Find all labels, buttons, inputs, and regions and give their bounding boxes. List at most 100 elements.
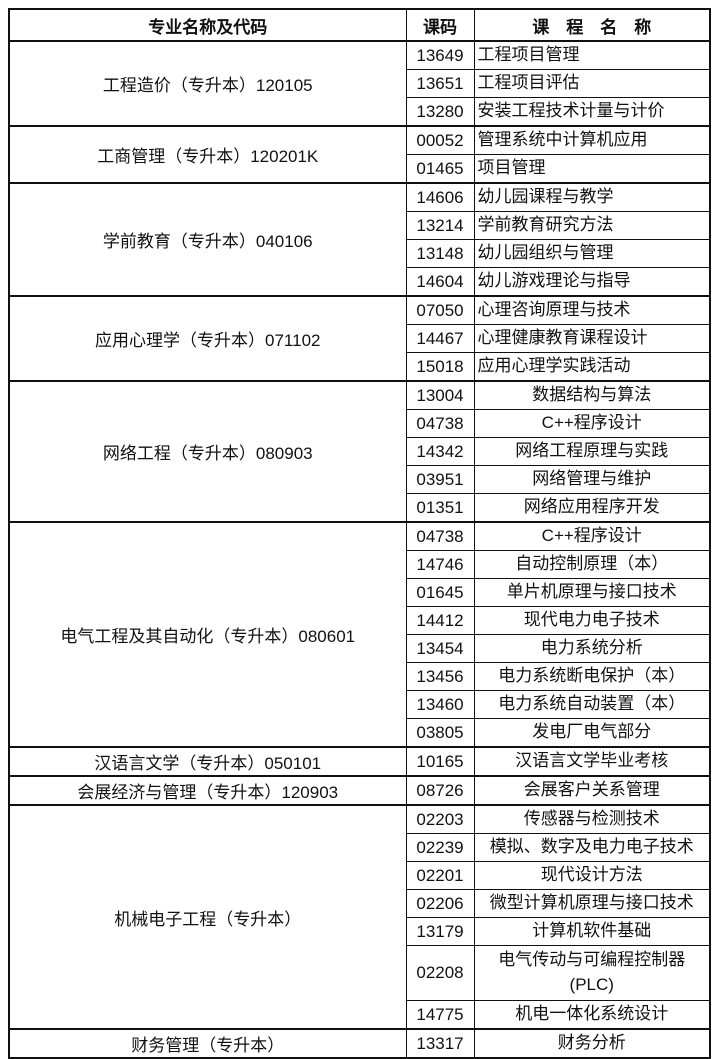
table-row: 02206 微型计算机原理与接口技术 [9,889,711,918]
code-cell: 02239 [405,833,475,862]
course-cell: 幼儿园组织与管理 [473,239,711,268]
course-cell: 电气传动与可编程控制器 (PLC) [473,945,711,1001]
table-row: 电气工程及其自动化（专升本）080601 04738 C++程序设计 [8,521,711,748]
code-cell: 08726 [405,775,475,806]
code-cell: 15018 [405,352,475,382]
course-cell: 管理系统中计算机应用 [473,125,711,155]
table-row: 应用心理学（专升本）071102 07050 心理咨询原理与技术 [8,295,711,382]
code-cell: 02208 [405,945,475,1001]
table-row: 13214 学前教育研究方法 [9,211,711,240]
course-cell: 会展客户关系管理 [473,775,711,806]
table-row: 14746 自动控制原理（本） [9,550,711,579]
table-row: 13179 计算机软件基础 [9,917,711,946]
major-cell: 工程造价（专升本）120105 [8,40,407,127]
major-cell: 电气工程及其自动化（专升本）080601 [8,521,407,748]
table-row: 01465 项目管理 [9,154,711,184]
code-cell: 14775 [405,1000,475,1030]
code-cell: 14342 [405,437,475,466]
document-page: 专业名称及代码 课码 课 程 名 称 工程造价（专升本）120105 13649… [8,8,711,1059]
course-cell: 电力系统分析 [473,634,711,663]
major-cell: 应用心理学（专升本）071102 [8,295,407,382]
course-cell: 传感器与检测技术 [473,804,711,834]
code-cell: 14412 [405,606,475,635]
code-cell: 13651 [405,69,475,98]
table-row: 14604 幼儿游戏理论与指导 [9,267,711,297]
code-cell: 07050 [405,295,475,325]
header-major: 专业名称及代码 [8,8,407,42]
course-cell: 电力系统自动装置（本） [473,690,711,719]
code-cell: 13649 [405,40,475,70]
major-cell: 财务管理（专升本） [8,1028,407,1059]
code-cell: 04738 [405,521,475,551]
code-cell: 13280 [405,97,475,127]
code-cell: 03805 [405,718,475,748]
course-cell: 安装工程技术计量与计价 [473,97,711,127]
header-code: 课码 [405,8,475,42]
course-cell: 网络应用程序开发 [473,493,711,523]
course-cell: 幼儿园课程与教学 [473,182,711,212]
code-cell: 02203 [405,804,475,834]
major-cell: 网络工程（专升本）080903 [8,380,407,523]
course-cell: 心理健康教育课程设计 [473,324,711,353]
major-cell: 汉语言文学（专升本）050101 [8,746,407,777]
code-cell: 01351 [405,493,475,523]
course-cell: 财务分析 [473,1028,711,1059]
table-row: 13148 幼儿园组织与管理 [9,239,711,268]
course-cell: 工程项目管理 [473,40,711,70]
header-row: 专业名称及代码 课码 课 程 名 称 [8,8,711,42]
table-row: 13456 电力系统断电保护（本） [9,662,711,691]
code-cell: 14606 [405,182,475,212]
course-cell: C++程序设计 [473,521,711,551]
code-cell: 02206 [405,889,475,918]
table-row: 01645 单片机原理与接口技术 [9,578,711,607]
table-row: 01351 网络应用程序开发 [9,493,711,523]
table-row: 网络工程（专升本）080903 13004 数据结构与算法 [8,380,711,523]
code-cell: 13460 [405,690,475,719]
code-cell: 14604 [405,267,475,297]
header-course: 课 程 名 称 [473,8,711,42]
code-cell: 14746 [405,550,475,579]
table-row: 03951 网络管理与维护 [9,465,711,494]
table-row: 13454 电力系统分析 [9,634,711,663]
table-row: 机械电子工程（专升本） 02203 传感器与检测技术 [8,804,711,1030]
code-cell: 02201 [405,861,475,890]
course-cell: 学前教育研究方法 [473,211,711,240]
major-cell: 会展经济与管理（专升本）120903 [8,775,407,806]
code-cell: 13317 [405,1028,475,1059]
table-row: 14412 现代电力电子技术 [9,606,711,635]
code-cell: 00052 [405,125,475,155]
course-cell: 微型计算机原理与接口技术 [473,889,711,918]
table-row: 学前教育（专升本）040106 14606 幼儿园课程与教学 [8,182,711,297]
code-cell: 13004 [405,380,475,410]
code-cell: 13179 [405,917,475,946]
table-row: 02208 电气传动与可编程控制器 (PLC) [9,945,711,1001]
table-row: 14467 心理健康教育课程设计 [9,324,711,353]
table-row: 财务管理（专升本） 13317 财务分析 [8,1028,711,1059]
course-cell: 发电厂电气部分 [473,718,711,748]
code-cell: 13454 [405,634,475,663]
table-row: 13280 安装工程技术计量与计价 [9,97,711,127]
major-cell: 学前教育（专升本）040106 [8,182,407,297]
course-cell: 应用心理学实践活动 [473,352,711,382]
course-cell: 工程项目评估 [473,69,711,98]
code-cell: 13456 [405,662,475,691]
table-row: 工程造价（专升本）120105 13649 工程项目管理 [8,40,711,127]
course-cell: 项目管理 [473,154,711,184]
course-cell: 心理咨询原理与技术 [473,295,711,325]
table-row: 13460 电力系统自动装置（本） [9,690,711,719]
course-cell: 幼儿游戏理论与指导 [473,267,711,297]
course-cell: 机电一体化系统设计 [473,1000,711,1030]
course-cell: 数据结构与算法 [473,380,711,410]
table-row: 15018 应用心理学实践活动 [9,352,711,382]
course-cell: C++程序设计 [473,409,711,438]
table-row: 会展经济与管理（专升本）120903 08726 会展客户关系管理 [8,775,711,806]
course-cell: 单片机原理与接口技术 [473,578,711,607]
code-cell: 04738 [405,409,475,438]
table-row: 13651 工程项目评估 [9,69,711,98]
course-cell: 网络工程原理与实践 [473,437,711,466]
table-row: 14342 网络工程原理与实践 [9,437,711,466]
code-cell: 13148 [405,239,475,268]
course-cell: 现代设计方法 [473,861,711,890]
table-row: 工商管理（专升本）120201K 00052 管理系统中计算机应用 [8,125,711,184]
course-cell: 汉语言文学毕业考核 [473,746,711,777]
